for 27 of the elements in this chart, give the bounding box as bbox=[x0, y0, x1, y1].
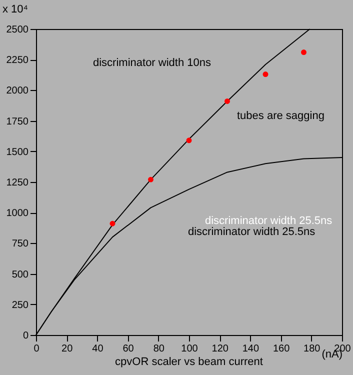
x-tick-label: 140 bbox=[242, 344, 260, 354]
annotation: discriminator width 25.5ns bbox=[205, 215, 333, 227]
y-tick-label: 750 bbox=[12, 238, 29, 250]
text: cpvOR scaler vs beam current bbox=[115, 356, 263, 368]
y-tick-label: 500 bbox=[12, 269, 29, 280]
x-tick-label: 60 bbox=[122, 344, 134, 354]
annotation: discriminator width 10ns bbox=[93, 57, 212, 69]
y-tick-label: 2500 bbox=[6, 24, 29, 36]
y-tick-label: 1750 bbox=[6, 116, 29, 128]
x-tick-label: 20 bbox=[62, 344, 74, 354]
x-tick-label: 180 bbox=[304, 344, 321, 354]
x-tick-label: 160 bbox=[272, 344, 290, 354]
x-tick-label: 120 bbox=[212, 344, 229, 354]
y-tick-label: 250 bbox=[12, 300, 29, 311]
y-tick-label: 2250 bbox=[6, 55, 29, 66]
annotation: tubes are sagging bbox=[237, 110, 324, 122]
y-tick-label: 0 bbox=[22, 330, 29, 342]
y-axis-title: x 10⁴ bbox=[2, 4, 28, 16]
y-tick-label: 1500 bbox=[6, 146, 29, 158]
y-tick-label: 1250 bbox=[6, 178, 29, 188]
x-tick-label: 100 bbox=[181, 344, 198, 354]
x-tick-label: 40 bbox=[92, 344, 104, 354]
x-tick-label: 0 bbox=[34, 344, 40, 354]
annotation: discriminator width 25.5ns bbox=[188, 226, 316, 238]
x-tick-label: 80 bbox=[153, 344, 165, 354]
y-tick-label: 2000 bbox=[6, 86, 29, 97]
y-tick-label: 1000 bbox=[6, 208, 29, 220]
